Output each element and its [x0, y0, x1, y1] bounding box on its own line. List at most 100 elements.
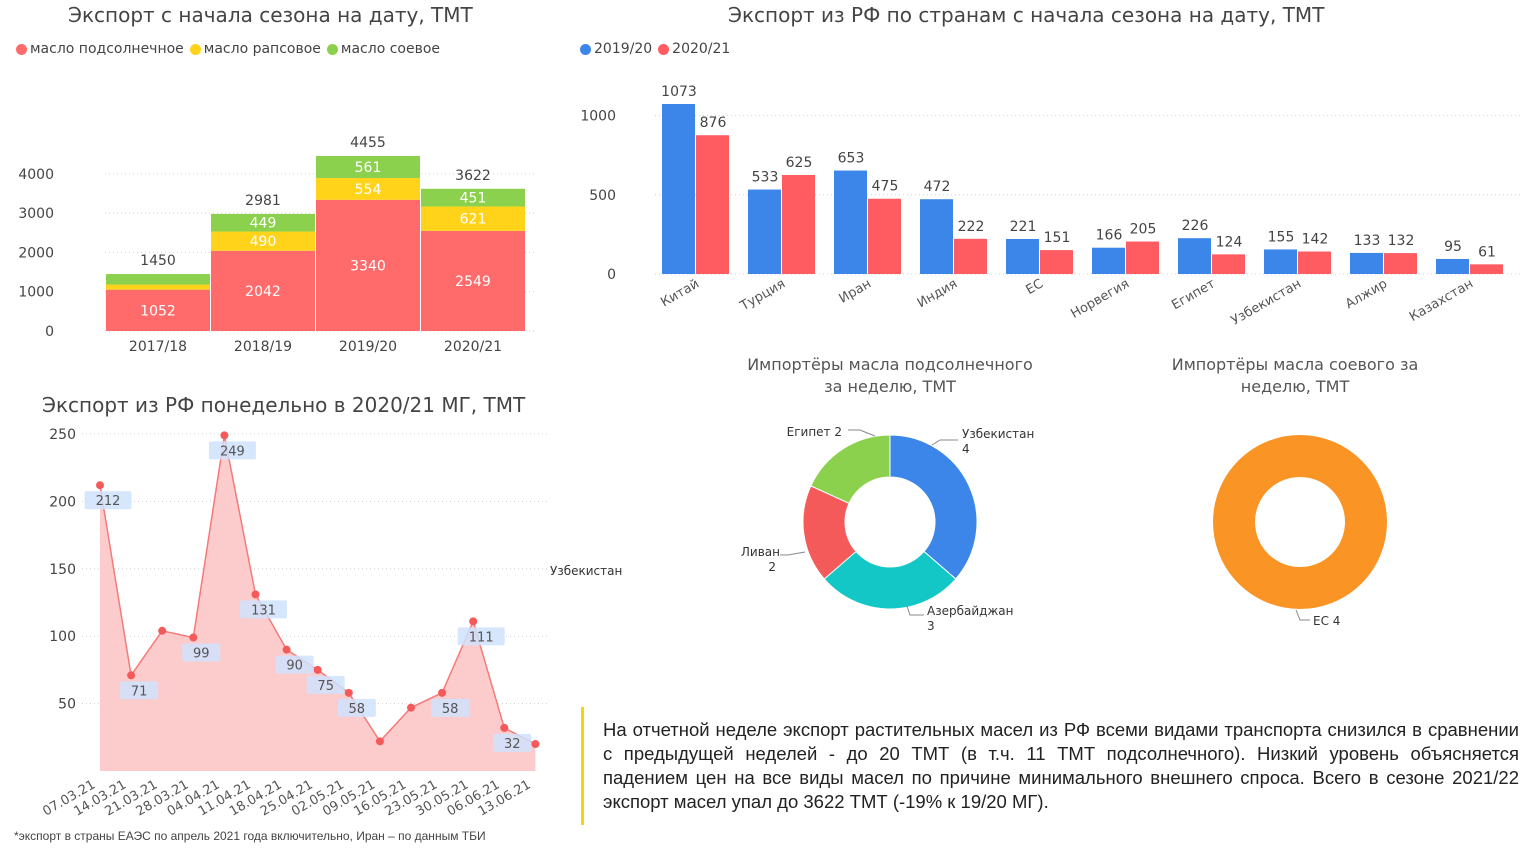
countries-bar-value-label: 475: [872, 179, 899, 195]
weekly-data-label-text: 99: [193, 647, 210, 662]
legend-item-2019-20[interactable]: 2019/20: [580, 41, 652, 57]
donut-slice-label: Азербайджан: [927, 604, 1013, 618]
countries-chart-legend: 2019/20 2020/21: [580, 41, 736, 57]
countries-bar: [1470, 264, 1503, 274]
weekly-data-label: 90: [275, 655, 314, 674]
season-bar-value-label: 1052: [140, 303, 176, 319]
weekly-point: [344, 688, 353, 697]
weekly-data-label: 111: [457, 627, 505, 646]
weekly-data-label: 249: [208, 441, 256, 460]
countries-bar: [1126, 241, 1159, 274]
countries-bar: [1264, 249, 1297, 274]
season-xtick-label: 2019/20: [339, 339, 397, 355]
weekly-point: [251, 590, 260, 599]
countries-xtick-label: Китай: [658, 276, 702, 310]
season-ytick-label: 3000: [18, 206, 54, 222]
season-chart-legend: масло подсолнечное масло рапсовое масло …: [16, 41, 446, 57]
season-bar-total-label: 1450: [140, 253, 176, 269]
season-bar-segment: [106, 284, 210, 290]
donut-slice-label: Ливан: [741, 545, 780, 559]
soy-importers-donut: ЕС 4: [1213, 435, 1387, 628]
countries-bar: [696, 135, 729, 274]
weekly-data-label-text: 90: [286, 659, 303, 674]
weekly-ytick-label: 50: [58, 697, 76, 713]
countries-bar: [1384, 253, 1417, 274]
weekly-data-label-bg: [208, 441, 256, 460]
countries-bar: [920, 199, 953, 274]
weekly-point: [220, 431, 229, 440]
legend-label-soy: масло соевое: [340, 41, 441, 57]
weekly-data-label-bg: [240, 600, 287, 619]
countries-bar-value-label: 132: [1388, 233, 1415, 249]
countries-ytick-label: 1000: [580, 109, 616, 125]
weekly-data-label-bg: [431, 698, 470, 717]
season-chart-title: Экспорт с начала сезона на дату, ТМТ: [68, 3, 473, 27]
season-bar-segment: [421, 206, 525, 231]
weekly-point: [407, 703, 415, 712]
countries-bar: [662, 104, 695, 274]
donut-leader-line: [780, 551, 806, 556]
legend-label-rapeseed: масло рапсовое: [203, 41, 321, 57]
season-xtick-label: 2020/21: [444, 339, 502, 355]
weekly-data-label-bg: [337, 698, 376, 717]
legend-item-sunflower[interactable]: масло подсолнечное: [16, 41, 184, 57]
weekly-data-label-text: 75: [317, 679, 334, 694]
donut-slice-label: Египет 2: [787, 425, 842, 439]
weekly-data-label-bg: [84, 491, 132, 510]
season-xtick-label: 2017/18: [129, 339, 187, 355]
donut-slice: [810, 434, 891, 504]
legend-label-2020-21: 2020/21: [672, 41, 731, 57]
countries-xtick-label: Казахстан: [1407, 276, 1476, 324]
soy-title-line2: неделю, ТМТ: [1240, 377, 1350, 396]
weekly-data-label-text: 71: [131, 684, 148, 699]
weekly-point: [531, 740, 540, 749]
weekly-chart-title: Экспорт из РФ понедельно в 2020/21 МГ, Т…: [42, 393, 526, 417]
legend-item-2020-21[interactable]: 2020/21: [658, 41, 730, 57]
legend-item-soy[interactable]: масло соевое: [326, 41, 441, 57]
legend-label-sunflower: масло подсолнечное: [30, 41, 184, 57]
countries-ytick-label: 0: [607, 267, 616, 283]
countries-xtick-label: Норвегия: [1068, 276, 1132, 321]
donut-slice: [889, 434, 978, 580]
season-bar-value-label: 561: [355, 160, 382, 176]
season-bar-total-label: 3622: [455, 168, 491, 184]
countries-bar-value-label: 166: [1096, 228, 1123, 244]
countries-bar: [834, 170, 867, 274]
season-bar-segment: [211, 231, 315, 251]
weekly-data-label-text: 58: [349, 702, 366, 717]
donut-leader-line: [1295, 609, 1310, 621]
season-bar-value-label: 449: [250, 216, 277, 232]
sunflower-title-line1: Импортёры масла подсолнечного: [747, 355, 1033, 374]
season-bar-total-label: 4455: [350, 135, 386, 151]
donut-leader-line: [848, 429, 876, 437]
season-bar-segment: [211, 250, 315, 331]
weekly-ytick-label: 250: [49, 427, 76, 443]
season-ytick-label: 1000: [18, 285, 54, 301]
season-bar-total-label: 2981: [245, 193, 281, 209]
weekly-point: [158, 626, 167, 635]
season-ytick-label: 2000: [18, 245, 54, 261]
countries-chart-title: Экспорт из РФ по странам с начала сезона…: [728, 3, 1325, 27]
season-bar-segment: [106, 289, 210, 331]
countries-bar-value-label: 625: [786, 155, 813, 171]
sunflower-importers-title: Импортёры масла подсолнечного за неделю,…: [700, 354, 1080, 398]
donut-leader-line: [931, 439, 958, 446]
weekly-data-label-bg: [457, 627, 505, 646]
season-bar-segment: [316, 199, 420, 331]
countries-bar-value-label: 155: [1268, 229, 1295, 245]
soy-title-line1: Импортёры масла соевого за: [1171, 355, 1419, 374]
legend-item-rapeseed[interactable]: масло рапсовое: [189, 41, 321, 57]
donut-slice: [1213, 435, 1387, 609]
countries-bar: [1178, 238, 1211, 274]
donut-slice-value: 2: [768, 560, 776, 574]
weekly-point: [127, 671, 136, 680]
season-bar-segment: [316, 156, 420, 179]
season-xtick-label: 2018/19: [234, 339, 292, 355]
countries-bar-value-label: 142: [1302, 232, 1329, 248]
donut-slice: [823, 550, 957, 610]
weekly-point: [469, 617, 478, 626]
season-bar-segment: [421, 230, 525, 331]
donut-slice-value: 4: [962, 442, 970, 456]
weekly-point: [375, 737, 384, 746]
season-ytick-label: 4000: [18, 167, 54, 183]
